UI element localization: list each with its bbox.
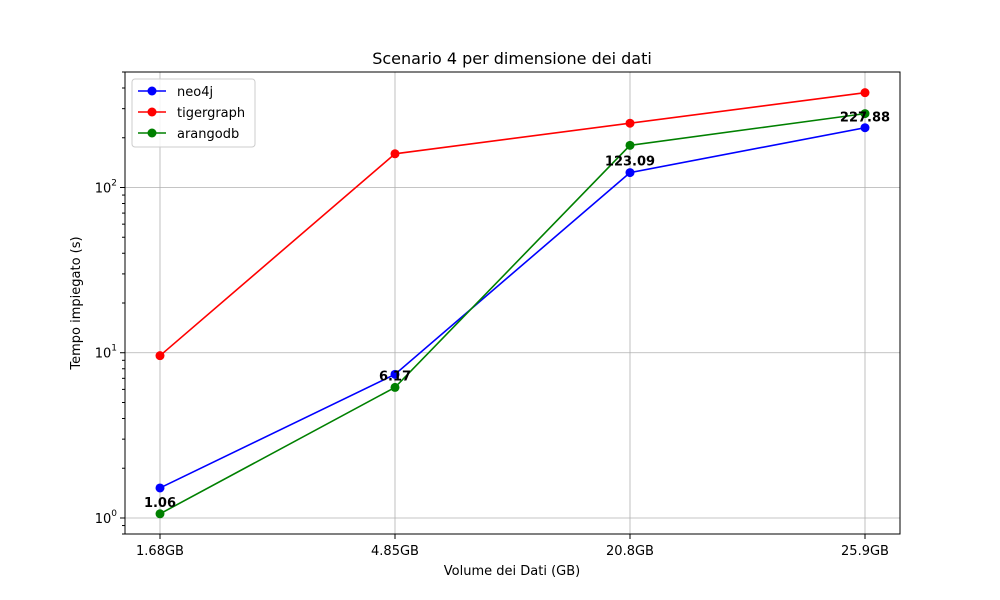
legend-label: tigergraph [177, 106, 245, 121]
legend-label: arangodb [177, 127, 239, 142]
data-point-arangodb [860, 109, 870, 119]
data-label: 227.88 [840, 110, 890, 125]
legend: neo4j tigergraph arangodb [131, 78, 256, 148]
legend-swatch-marker [147, 107, 157, 117]
x-tick-label: 25.9GB [841, 544, 889, 559]
y-axis-label: Tempo impiegato (s) [69, 236, 84, 370]
data-point-neo4j [155, 483, 165, 493]
chart-title: Scenario 4 per dimensione dei dati [372, 49, 652, 68]
legend-label: neo4j [177, 85, 213, 100]
data-point-tigergraph [860, 88, 870, 98]
x-tick-label: 20.8GB [606, 544, 654, 559]
data-point-arangodb [390, 382, 400, 392]
data-point-tigergraph [625, 118, 635, 128]
x-tick-label: 1.68GB [136, 544, 184, 559]
data-point-neo4j [860, 123, 870, 133]
series-line-tigergraph [159, 91, 866, 357]
data-labels: 1.06 6.17 123.09 227.88 [144, 110, 890, 510]
data-point-tigergraph [390, 149, 400, 159]
data-point-arangodb [625, 140, 635, 150]
data-label: 1.06 [144, 496, 176, 511]
legend-box [131, 78, 256, 148]
legend-swatch-marker [147, 128, 157, 138]
data-point-neo4j [625, 168, 635, 178]
x-axis-label: Volume dei Dati (GB) [444, 564, 580, 579]
data-point-neo4j [390, 369, 400, 379]
series-line-neo4j [159, 126, 866, 489]
series-line-arangodb [159, 112, 866, 515]
data-label: 123.09 [605, 155, 655, 170]
y-tick-label: 101 [95, 344, 117, 362]
data-point-arangodb [155, 509, 165, 519]
data-point-tigergraph [155, 351, 165, 361]
data-label: 6.17 [379, 369, 411, 384]
y-tick-label: 100 [95, 509, 118, 527]
y-tick-label: 102 [95, 179, 117, 197]
x-tick-label: 4.85GB [371, 544, 419, 559]
series-lines [155, 88, 870, 519]
tick-labels: 1.68GB 4.85GB 20.8GB 25.9GB 100 101 102 [95, 71, 889, 559]
legend-swatch-marker [147, 86, 157, 96]
